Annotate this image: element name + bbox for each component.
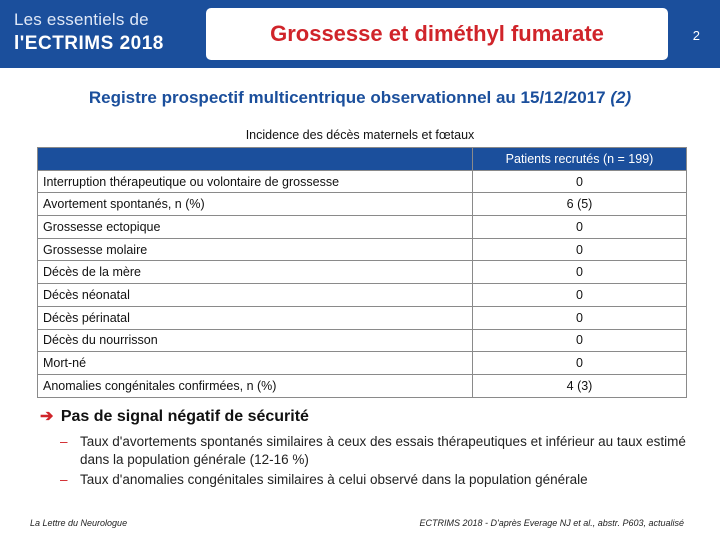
table-caption: Incidence des décès maternels et fœtaux [245,128,475,142]
incidence-table: Patients recrutés (n = 199) Interruption… [37,147,687,398]
dash-icon: – [60,472,68,487]
header-band: Les essentiels de l'ECTRIMS 2018 Grosses… [0,0,720,68]
table-row: Décès néonatal 0 [37,283,687,307]
row-label: Décès du nourrisson [37,328,473,353]
table-column-header: Patients recrutés (n = 199) [472,147,687,171]
row-value: 4 (3) [472,373,687,398]
bullet-item: – Taux d'avortements spontanés similaire… [60,433,700,468]
row-label: Décès de la mère [37,260,473,285]
row-value: 0 [472,260,687,285]
title-box: Grossesse et diméthyl fumarate [206,8,668,60]
row-value: 0 [472,237,687,262]
table-row: Mort-né 0 [37,351,687,375]
row-label: Grossesse molaire [37,237,473,262]
row-label: Grossesse ectopique [37,215,473,239]
row-value: 0 [472,351,687,375]
brand-line1: Les essentiels de [14,10,149,29]
brand-logo: Les essentiels de l'ECTRIMS 2018 [14,10,164,55]
slide-subtitle: Registre prospectif multicentrique obser… [0,88,720,108]
conclusion-bullets: – Taux d'avortements spontanés similaire… [60,433,700,492]
row-value: 6 (5) [472,192,687,217]
arrow-right-icon: ➔ [40,408,54,425]
row-label: Anomalies congénitales confirmées, n (%) [37,373,473,398]
table-header-row: Patients recrutés (n = 199) [37,147,687,171]
row-label: Avortement spontanés, n (%) [37,192,473,217]
table-row: Interruption thérapeutique ou volontaire… [37,169,687,194]
row-value: 0 [472,215,687,239]
row-value: 0 [472,328,687,353]
bullet-text: Taux d'anomalies congénitales similaires… [80,472,588,487]
slide-title: Grossesse et diméthyl fumarate [270,21,604,46]
table-row: Grossesse molaire 0 [37,237,687,262]
table-header-blank [37,147,473,171]
row-value: 0 [472,305,687,330]
bullet-item: – Taux d'anomalies congénitales similair… [60,471,700,489]
table-row: Avortement spontanés, n (%) 6 (5) [37,192,687,217]
table-row: Décès du nourrisson 0 [37,328,687,353]
row-label: Décès néonatal [37,283,473,307]
dash-icon: – [60,434,68,449]
table-row: Décès de la mère 0 [37,260,687,285]
subtitle-reference: (2) [610,88,632,107]
table-row: Grossesse ectopique 0 [37,215,687,239]
bullet-text: Taux d'avortements spontanés similaires … [80,434,686,467]
page-number: 2 [692,28,700,43]
row-value: 0 [472,169,687,194]
row-label: Décès périnatal [37,305,473,330]
row-value: 0 [472,283,687,307]
row-label: Mort-né [37,351,473,375]
footer-reference: ECTRIMS 2018 - D'après Everage NJ et al.… [419,518,684,528]
table-row: Décès périnatal 0 [37,305,687,330]
conclusion-headline: ➔ Pas de signal négatif de sécurité [40,406,309,426]
table-row: Anomalies congénitales confirmées, n (%)… [37,373,687,398]
subtitle-main: Registre prospectif multicentrique obser… [88,88,606,107]
row-label: Interruption thérapeutique ou volontaire… [37,169,473,194]
footer-source-journal: La Lettre du Neurologue [30,518,128,528]
table-body: Interruption thérapeutique ou volontaire… [37,169,687,398]
brand-line2: l'ECTRIMS 2018 [14,33,164,54]
conclusion-text: Pas de signal négatif de sécurité [60,408,309,425]
